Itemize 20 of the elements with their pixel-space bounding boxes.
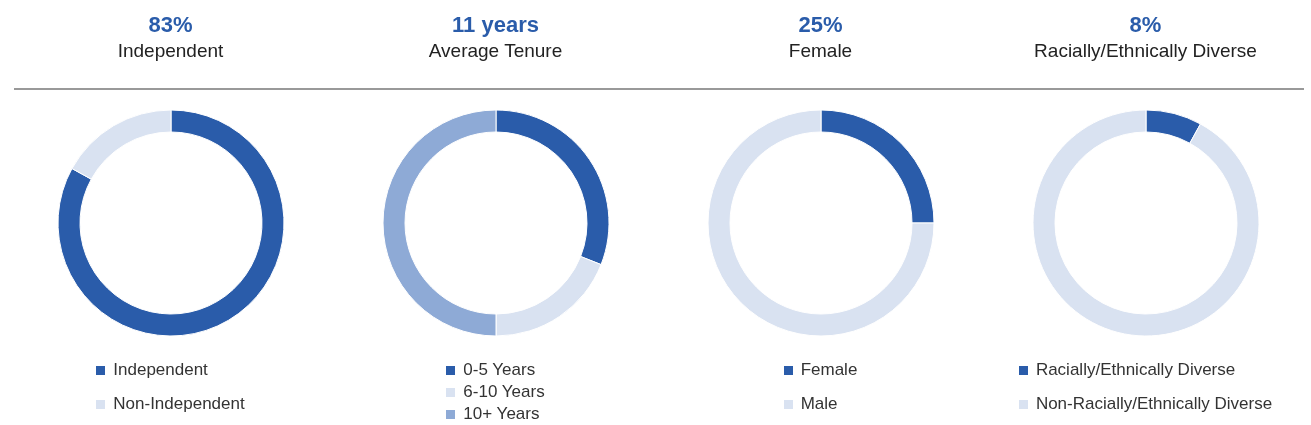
chart-subtitle: Female [788, 40, 853, 62]
legend-label: Non-Independent [113, 394, 245, 414]
chart-subtitle: Racially/Ethnically Diverse [1034, 40, 1257, 62]
legend-label: 6-10 Years [463, 382, 545, 402]
legend-label: 10+ Years [463, 404, 540, 424]
donut-slice [57, 109, 284, 337]
chart-title: 25% [797, 12, 844, 38]
donut-slice [1032, 109, 1259, 337]
chart-title: 8% [1128, 12, 1163, 38]
chart-title: 11 years [451, 12, 540, 38]
legend-label: Independent [113, 360, 208, 380]
legend-label: 0-5 Years [463, 360, 536, 380]
legend-label: Female [800, 360, 858, 380]
donut-slice [707, 109, 934, 337]
chart-title: 83% [147, 12, 194, 38]
legend-label: Non-Racially/Ethnically Diverse [1035, 394, 1273, 414]
chart-subtitle: Independent [117, 40, 224, 62]
chart-subtitle: Average Tenure [428, 40, 563, 62]
legend-label: Racially/Ethnically Diverse [1035, 360, 1236, 380]
legend-label: Male [800, 394, 838, 414]
